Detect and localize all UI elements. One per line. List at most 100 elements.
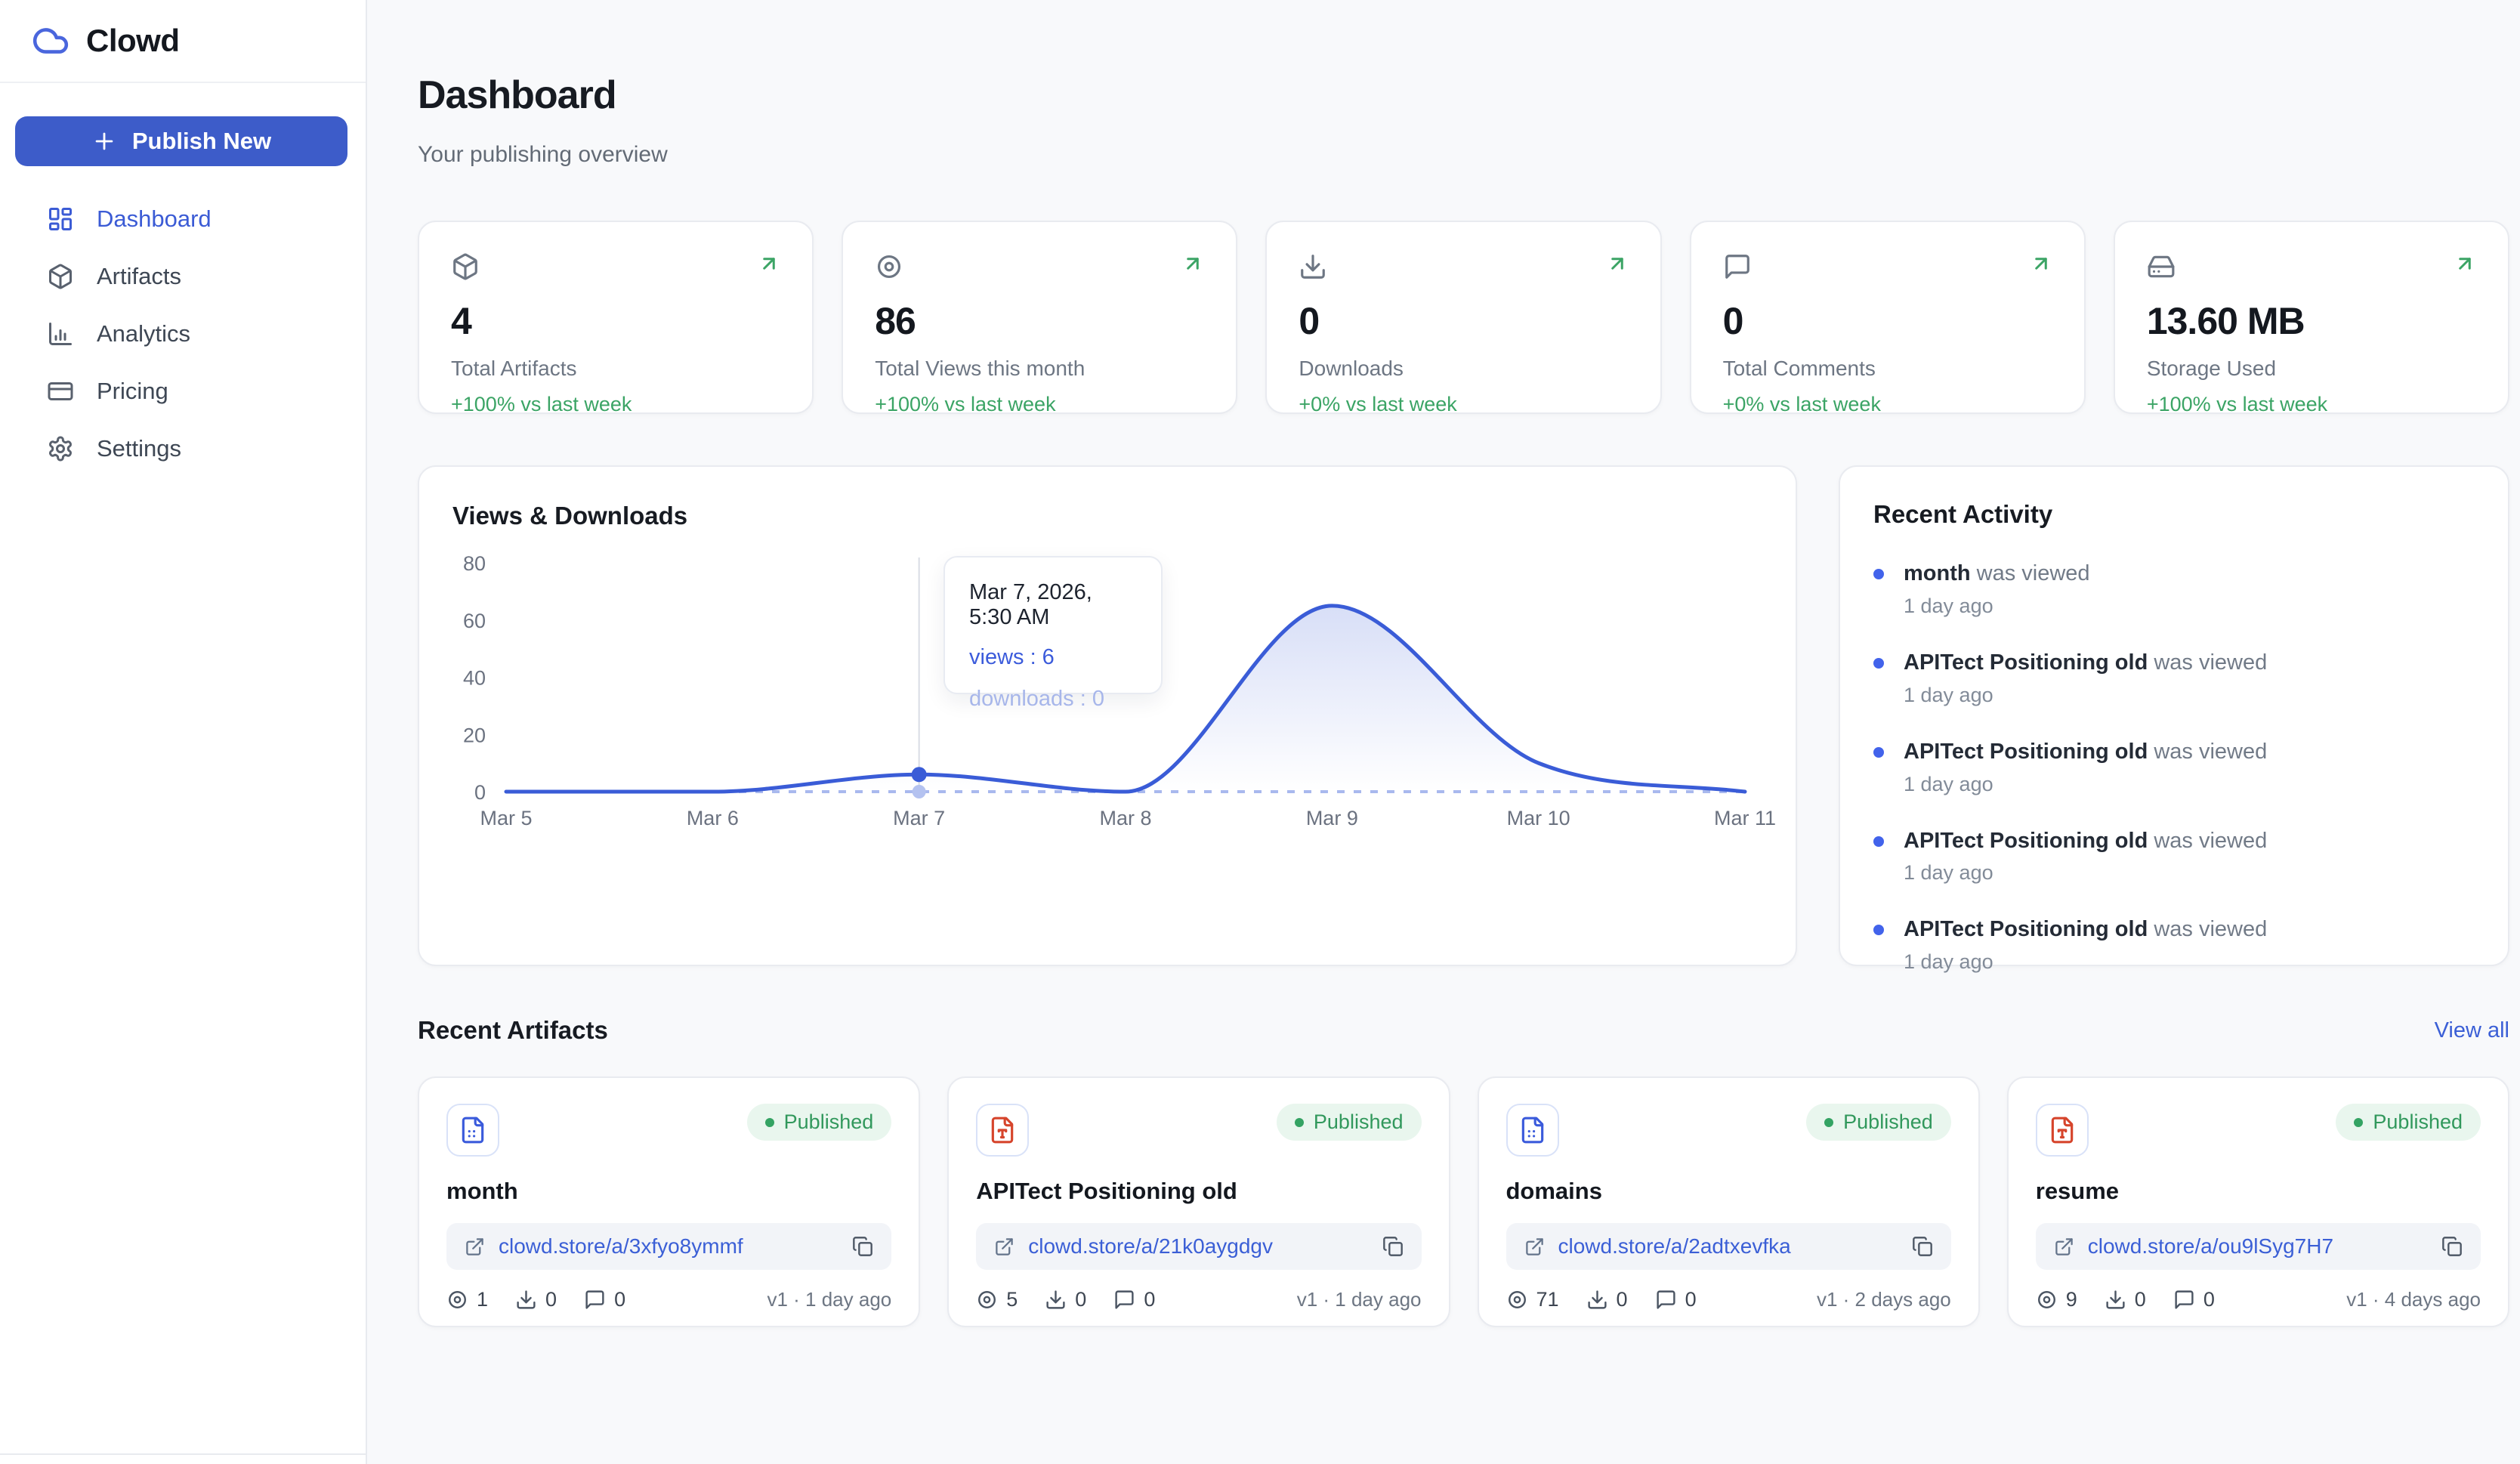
cloud-logo-icon bbox=[32, 22, 69, 60]
external-link-icon bbox=[1524, 1237, 1545, 1257]
status-dot-icon bbox=[2354, 1118, 2363, 1127]
recent-activity-panel: Recent Activity month was viewed 1 day a… bbox=[1839, 465, 2509, 966]
comment-icon bbox=[1723, 252, 1752, 281]
artifact-url-bar: clowd.store/a/2adtxevfka bbox=[1506, 1223, 1951, 1270]
file-type-icon bbox=[976, 1104, 1029, 1157]
stat-card-total-artifacts[interactable]: 4 Total Artifacts +100% vs last week bbox=[418, 221, 814, 414]
copy-icon bbox=[1382, 1236, 1404, 1257]
dashboard-icon bbox=[47, 205, 74, 233]
copy-icon bbox=[852, 1236, 873, 1257]
downloads-count: 0 bbox=[2105, 1288, 2146, 1311]
comments-count: 0 bbox=[1113, 1288, 1155, 1311]
artifact-name: resume bbox=[2036, 1178, 2481, 1205]
downloads-count: 0 bbox=[1045, 1288, 1086, 1311]
svg-text:20: 20 bbox=[463, 724, 486, 747]
sidebar-item-label: Artifacts bbox=[97, 263, 181, 290]
external-link-icon bbox=[465, 1237, 485, 1257]
sidebar-nav: Dashboard Artifacts Analytics Pricing Se… bbox=[0, 190, 366, 477]
stat-label: Total Views this month bbox=[875, 357, 1204, 381]
artifact-url-link[interactable]: clowd.store/a/2adtxevfka bbox=[1558, 1234, 1898, 1259]
svg-text:Mar 5: Mar 5 bbox=[480, 807, 532, 829]
svg-text:80: 80 bbox=[463, 552, 486, 575]
tooltip-date: Mar 7, 2026, 5:30 AM bbox=[969, 580, 1137, 630]
sidebar-item-dashboard[interactable]: Dashboard bbox=[0, 190, 366, 248]
artifact-name: month bbox=[446, 1178, 891, 1205]
activity-artifact-name: month bbox=[1904, 561, 1971, 585]
artifact-url-link[interactable]: clowd.store/a/ou9lSyg7H7 bbox=[2088, 1234, 2428, 1259]
svg-text:Mar 11: Mar 11 bbox=[1714, 807, 1776, 829]
artifact-meta: v1 · 1 day ago bbox=[767, 1288, 891, 1311]
file-document-icon bbox=[1506, 1104, 1559, 1157]
stat-value: 4 bbox=[451, 299, 780, 343]
sidebar-item-settings[interactable]: Settings bbox=[0, 420, 366, 477]
status-badge: Published bbox=[2336, 1104, 2481, 1141]
activity-time: 1 day ago bbox=[1904, 684, 2267, 707]
download-icon bbox=[2105, 1289, 2126, 1311]
artifact-card-resume[interactable]: Published resume clowd.store/a/ou9lSyg7H… bbox=[2007, 1076, 2509, 1327]
artifact-card-month[interactable]: Published month clowd.store/a/3xfyo8ymmf… bbox=[418, 1076, 920, 1327]
sidebar-footer-divider bbox=[0, 1453, 366, 1455]
copy-url-button[interactable] bbox=[1912, 1236, 1933, 1257]
stat-card-total-views[interactable]: 86 Total Views this month +100% vs last … bbox=[842, 221, 1237, 414]
stat-label: Total Comments bbox=[1723, 357, 2052, 381]
bullet-dot-icon bbox=[1873, 658, 1884, 669]
copy-url-button[interactable] bbox=[852, 1236, 873, 1257]
comment-icon bbox=[1655, 1289, 1677, 1311]
stat-value: 0 bbox=[1299, 299, 1628, 343]
status-dot-icon bbox=[1824, 1118, 1833, 1127]
main-content: Dashboard Your publishing overview 4 Tot… bbox=[367, 0, 2520, 1464]
artifact-meta: v1 · 1 day ago bbox=[1297, 1288, 1422, 1311]
arrow-up-right-icon bbox=[2030, 252, 2052, 275]
stat-value: 0 bbox=[1723, 299, 2052, 343]
svg-text:Mar 7: Mar 7 bbox=[893, 807, 945, 829]
status-badge: Published bbox=[1806, 1104, 1951, 1141]
stat-card-downloads[interactable]: 0 Downloads +0% vs last week bbox=[1265, 221, 1661, 414]
downloads-count: 0 bbox=[515, 1288, 557, 1311]
eye-icon bbox=[446, 1289, 468, 1311]
box-icon bbox=[47, 263, 74, 290]
arrow-up-right-icon bbox=[758, 252, 780, 275]
artifact-url-bar: clowd.store/a/21k0aygdgv bbox=[976, 1223, 1421, 1270]
views-count: 5 bbox=[976, 1288, 1018, 1311]
storage-icon bbox=[2147, 252, 2176, 281]
stat-card-total-comments[interactable]: 0 Total Comments +0% vs last week bbox=[1690, 221, 2086, 414]
arrow-up-right-icon bbox=[1606, 252, 1629, 275]
activity-artifact-name: APITect Positioning old bbox=[1904, 650, 2148, 675]
artifact-card-apitect[interactable]: Published APITect Positioning old clowd.… bbox=[947, 1076, 1450, 1327]
artifact-card-domains[interactable]: Published domains clowd.store/a/2adtxevf… bbox=[1478, 1076, 1980, 1327]
artifact-meta: v1 · 4 days ago bbox=[2346, 1288, 2481, 1311]
comments-count: 0 bbox=[2173, 1288, 2215, 1311]
copy-url-button[interactable] bbox=[2441, 1236, 2463, 1257]
stat-label: Storage Used bbox=[2147, 357, 2476, 381]
stat-delta: +0% vs last week bbox=[1299, 393, 1628, 416]
artifact-url-link[interactable]: clowd.store/a/21k0aygdgv bbox=[1028, 1234, 1368, 1259]
stat-delta: +100% vs last week bbox=[875, 393, 1204, 416]
recent-artifacts-title: Recent Artifacts bbox=[418, 1016, 608, 1045]
artifact-url-link[interactable]: clowd.store/a/3xfyo8ymmf bbox=[499, 1234, 838, 1259]
copy-url-button[interactable] bbox=[1382, 1236, 1404, 1257]
activity-artifact-name: APITect Positioning old bbox=[1904, 829, 2148, 853]
bullet-dot-icon bbox=[1873, 925, 1884, 935]
comment-icon bbox=[2173, 1289, 2195, 1311]
package-icon bbox=[451, 252, 480, 281]
artifact-cards-row: Published month clowd.store/a/3xfyo8ymmf… bbox=[418, 1076, 2509, 1327]
stat-cards-row: 4 Total Artifacts +100% vs last week 86 … bbox=[418, 221, 2509, 414]
svg-text:Mar 10: Mar 10 bbox=[1507, 807, 1570, 829]
publish-new-button[interactable]: Publish New bbox=[15, 116, 347, 166]
activity-action: was viewed bbox=[2154, 740, 2267, 764]
activity-item: APITect Positioning old was viewed 1 day… bbox=[1873, 828, 2475, 885]
file-type-icon bbox=[2036, 1104, 2089, 1157]
sidebar-item-pricing[interactable]: Pricing bbox=[0, 363, 366, 420]
activity-action: was viewed bbox=[2154, 650, 2267, 675]
sidebar-item-artifacts[interactable]: Artifacts bbox=[0, 248, 366, 305]
arrow-up-right-icon bbox=[1181, 252, 1204, 275]
activity-item: APITect Positioning old was viewed 1 day… bbox=[1873, 916, 2475, 974]
stat-card-storage-used[interactable]: 13.60 MB Storage Used +100% vs last week bbox=[2114, 221, 2509, 414]
activity-item: APITect Positioning old was viewed 1 day… bbox=[1873, 739, 2475, 796]
activity-artifact-name: APITect Positioning old bbox=[1904, 917, 2148, 941]
comment-icon bbox=[584, 1289, 606, 1311]
views-downloads-chart[interactable]: 020406080Mar 5Mar 6Mar 7Mar 8Mar 9Mar 10… bbox=[419, 467, 1799, 968]
download-icon bbox=[515, 1289, 537, 1311]
view-all-link[interactable]: View all bbox=[2435, 1018, 2509, 1043]
sidebar-item-analytics[interactable]: Analytics bbox=[0, 305, 366, 363]
